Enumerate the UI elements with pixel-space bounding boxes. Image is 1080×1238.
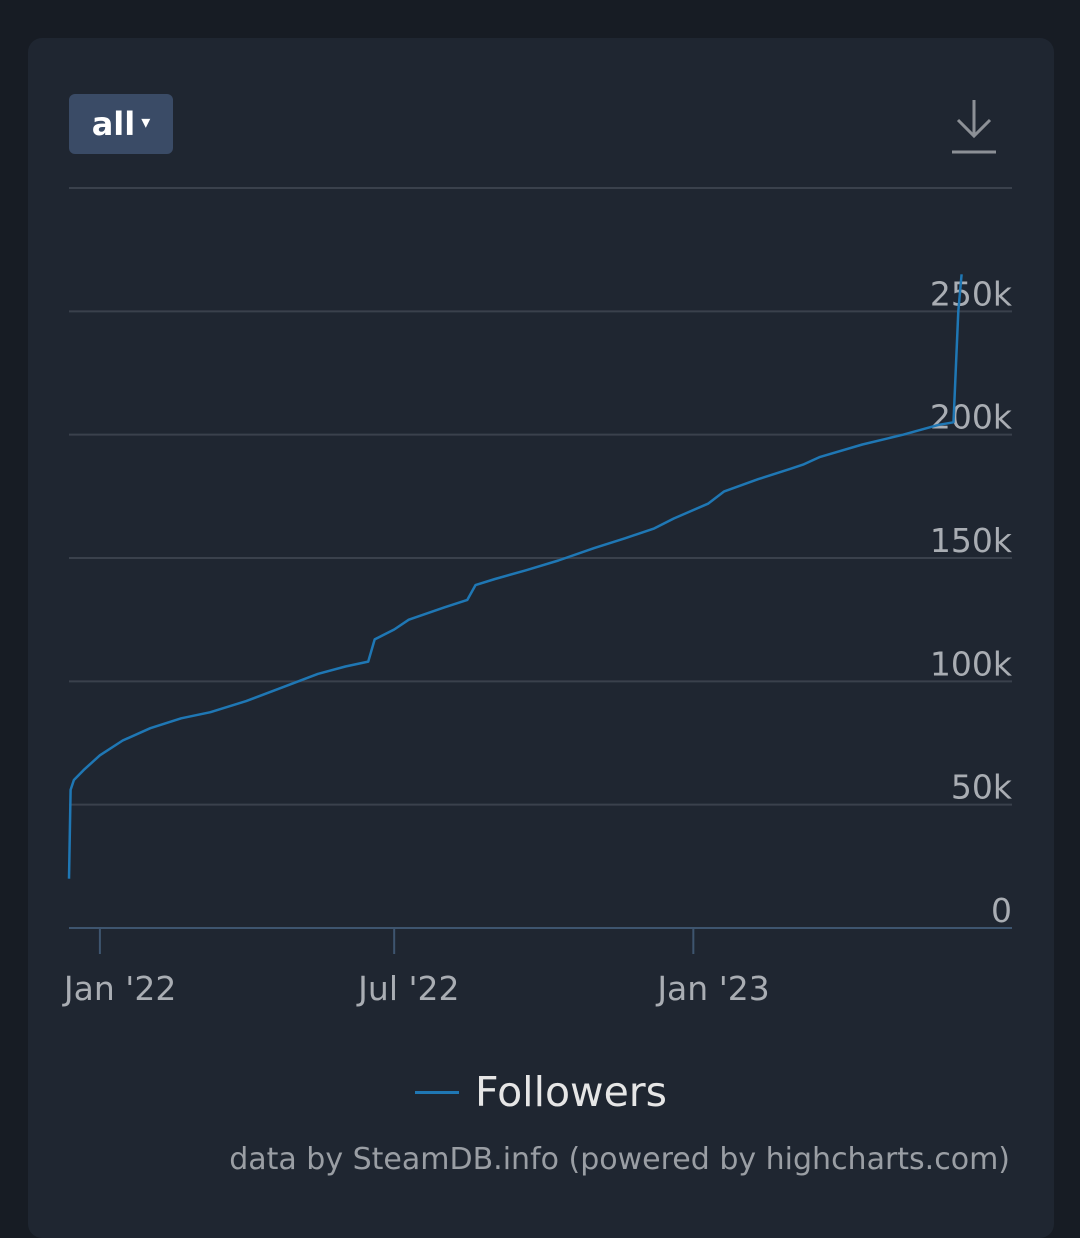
x-tick-label: Jan '23 bbox=[655, 969, 769, 1008]
y-tick-label-150k: 150k bbox=[930, 521, 1013, 560]
y-tick-label-0: 0 bbox=[991, 891, 1012, 930]
x-tick-label: Jan '22 bbox=[62, 969, 176, 1008]
y-axis-labels: 0 50k 100k 150k 200k 250k bbox=[930, 274, 1013, 930]
y-tick-label-50k: 50k bbox=[951, 768, 1013, 807]
range-select-label: all bbox=[91, 105, 136, 143]
x-tick-label: Jul '22 bbox=[356, 969, 459, 1008]
chart-card: all ▾ 0 50k 100k 150k 200k 250k Jan '22 Jul '2… bbox=[28, 38, 1054, 1238]
range-select-dropdown[interactable]: all ▾ bbox=[69, 94, 173, 154]
y-tick-label-250k: 250k bbox=[930, 274, 1013, 313]
y-tick-label-100k: 100k bbox=[930, 644, 1013, 683]
chevron-down-icon: ▾ bbox=[141, 111, 151, 133]
series-line-followers bbox=[67, 274, 963, 879]
download-icon[interactable] bbox=[944, 94, 1004, 160]
series-layer bbox=[67, 274, 963, 879]
y-tick-label-200k: 200k bbox=[930, 398, 1013, 437]
legend-label-followers: Followers bbox=[474, 1068, 668, 1116]
x-axis: Jan '22 Jul '22 Jan '23 bbox=[62, 927, 1012, 1008]
chart-legend[interactable]: Followers bbox=[28, 1068, 1054, 1116]
grid-lines bbox=[69, 187, 1012, 806]
legend-swatch bbox=[414, 1090, 459, 1094]
chart-credits[interactable]: data by SteamDB.info (powered by highcha… bbox=[229, 1142, 1010, 1177]
